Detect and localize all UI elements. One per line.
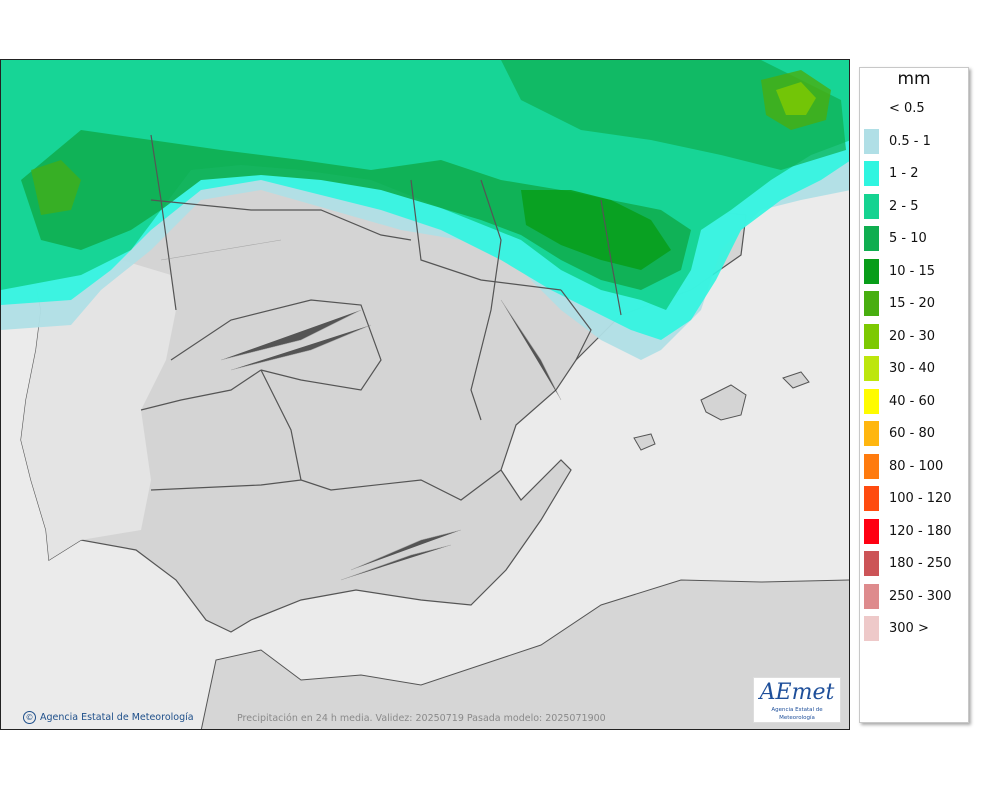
legend-label: 250 - 300 — [889, 588, 952, 604]
relief-shading — [160, 239, 562, 581]
legend-label: 30 - 40 — [889, 361, 936, 376]
legend-item: 2 - 5 — [860, 193, 968, 220]
legend-label: 15 - 20 — [889, 296, 936, 311]
precip-band-north-atlantic — [501, 60, 846, 170]
precipitation-map: © Agencia Estatal de Meteorología Precip… — [0, 59, 850, 730]
legend-swatch — [864, 291, 879, 316]
map-caption: Precipitación en 24 h media. Validez: 20… — [237, 713, 606, 724]
precip-band-20-30 — [776, 82, 816, 115]
legend-label: 5 - 10 — [889, 231, 927, 246]
legend-item: 5 - 10 — [860, 226, 968, 252]
menorca-island — [782, 371, 810, 389]
portugal-land — [21, 260, 176, 560]
legend-label: 10 - 15 — [889, 263, 936, 279]
legend-label: 180 - 250 — [889, 556, 952, 571]
legend-item: 30 - 40 — [860, 356, 968, 382]
legend-swatch — [864, 128, 879, 154]
legend-swatch — [864, 356, 879, 381]
credit-line: © Agencia Estatal de Meteorología — [23, 711, 194, 724]
legend-swatch — [864, 226, 879, 251]
legend-item: 120 - 180 — [860, 518, 968, 545]
legend-label: 100 - 120 — [889, 491, 952, 506]
legend-swatch — [864, 388, 879, 414]
legend-label: 300 > — [889, 621, 929, 636]
logo-subtitle: Agencia Estatal de Meteorología — [771, 707, 823, 721]
legend-swatch — [864, 453, 879, 479]
legend-label: 120 - 180 — [889, 523, 952, 539]
legend-swatch — [864, 518, 879, 544]
precip-band-10-15 — [521, 190, 671, 270]
legend-item: 80 - 100 — [860, 453, 968, 480]
legend-swatch — [864, 193, 879, 219]
legend-swatch — [864, 583, 879, 609]
legend-swatch — [864, 421, 879, 446]
legend-item: 250 - 300 — [860, 583, 968, 610]
legend-title: mm — [897, 69, 931, 89]
credit-text: Agencia Estatal de Meteorología — [40, 712, 194, 723]
logo-word: AEmet — [759, 680, 835, 705]
aemet-logo: AEmet Agencia Estatal de Meteorología — [753, 677, 841, 723]
legend-swatch — [864, 258, 879, 284]
legend-label: < 0.5 — [889, 101, 925, 116]
legend-item: 40 - 60 — [860, 388, 968, 415]
copyright-icon: © — [23, 711, 36, 724]
precip-band-5-10 — [21, 130, 691, 290]
legend-label: 2 - 5 — [889, 198, 919, 214]
precip-band-galicia — [31, 160, 81, 215]
legend-label: 60 - 80 — [889, 426, 936, 441]
legend-item: 0.5 - 1 — [860, 128, 968, 155]
legend-swatch — [864, 323, 879, 349]
mallorca-island — [700, 384, 747, 421]
legend-swatch — [864, 486, 879, 511]
legend-item: 20 - 30 — [860, 323, 968, 350]
ibiza-island — [633, 433, 656, 451]
legend-label: 1 - 2 — [889, 166, 919, 181]
legend-item: 180 - 250 — [860, 551, 968, 577]
africa-land — [200, 579, 849, 729]
legend-label: 80 - 100 — [889, 458, 944, 474]
legend: mm < 0.5 0.5 - 1 1 - 2 2 - 5 5 - 10 10 - 15 15… — [859, 67, 969, 723]
legend-item: 100 - 120 — [860, 486, 968, 512]
map-graphic — [1, 60, 849, 729]
legend-swatch — [864, 616, 879, 641]
legend-swatch — [864, 551, 879, 576]
legend-item: 60 - 80 — [860, 421, 968, 447]
legend-label: 20 - 30 — [889, 328, 936, 344]
region-borders — [140, 134, 622, 501]
legend-item: 1 - 2 — [860, 161, 968, 187]
legend-item: 300 > — [860, 616, 968, 642]
legend-item: 15 - 20 — [860, 291, 968, 317]
legend-label: 0.5 - 1 — [889, 133, 931, 149]
legend-swatch — [864, 161, 879, 186]
legend-label: 40 - 60 — [889, 393, 936, 409]
legend-item: 10 - 15 — [860, 258, 968, 285]
legend-item: < 0.5 — [860, 96, 968, 122]
